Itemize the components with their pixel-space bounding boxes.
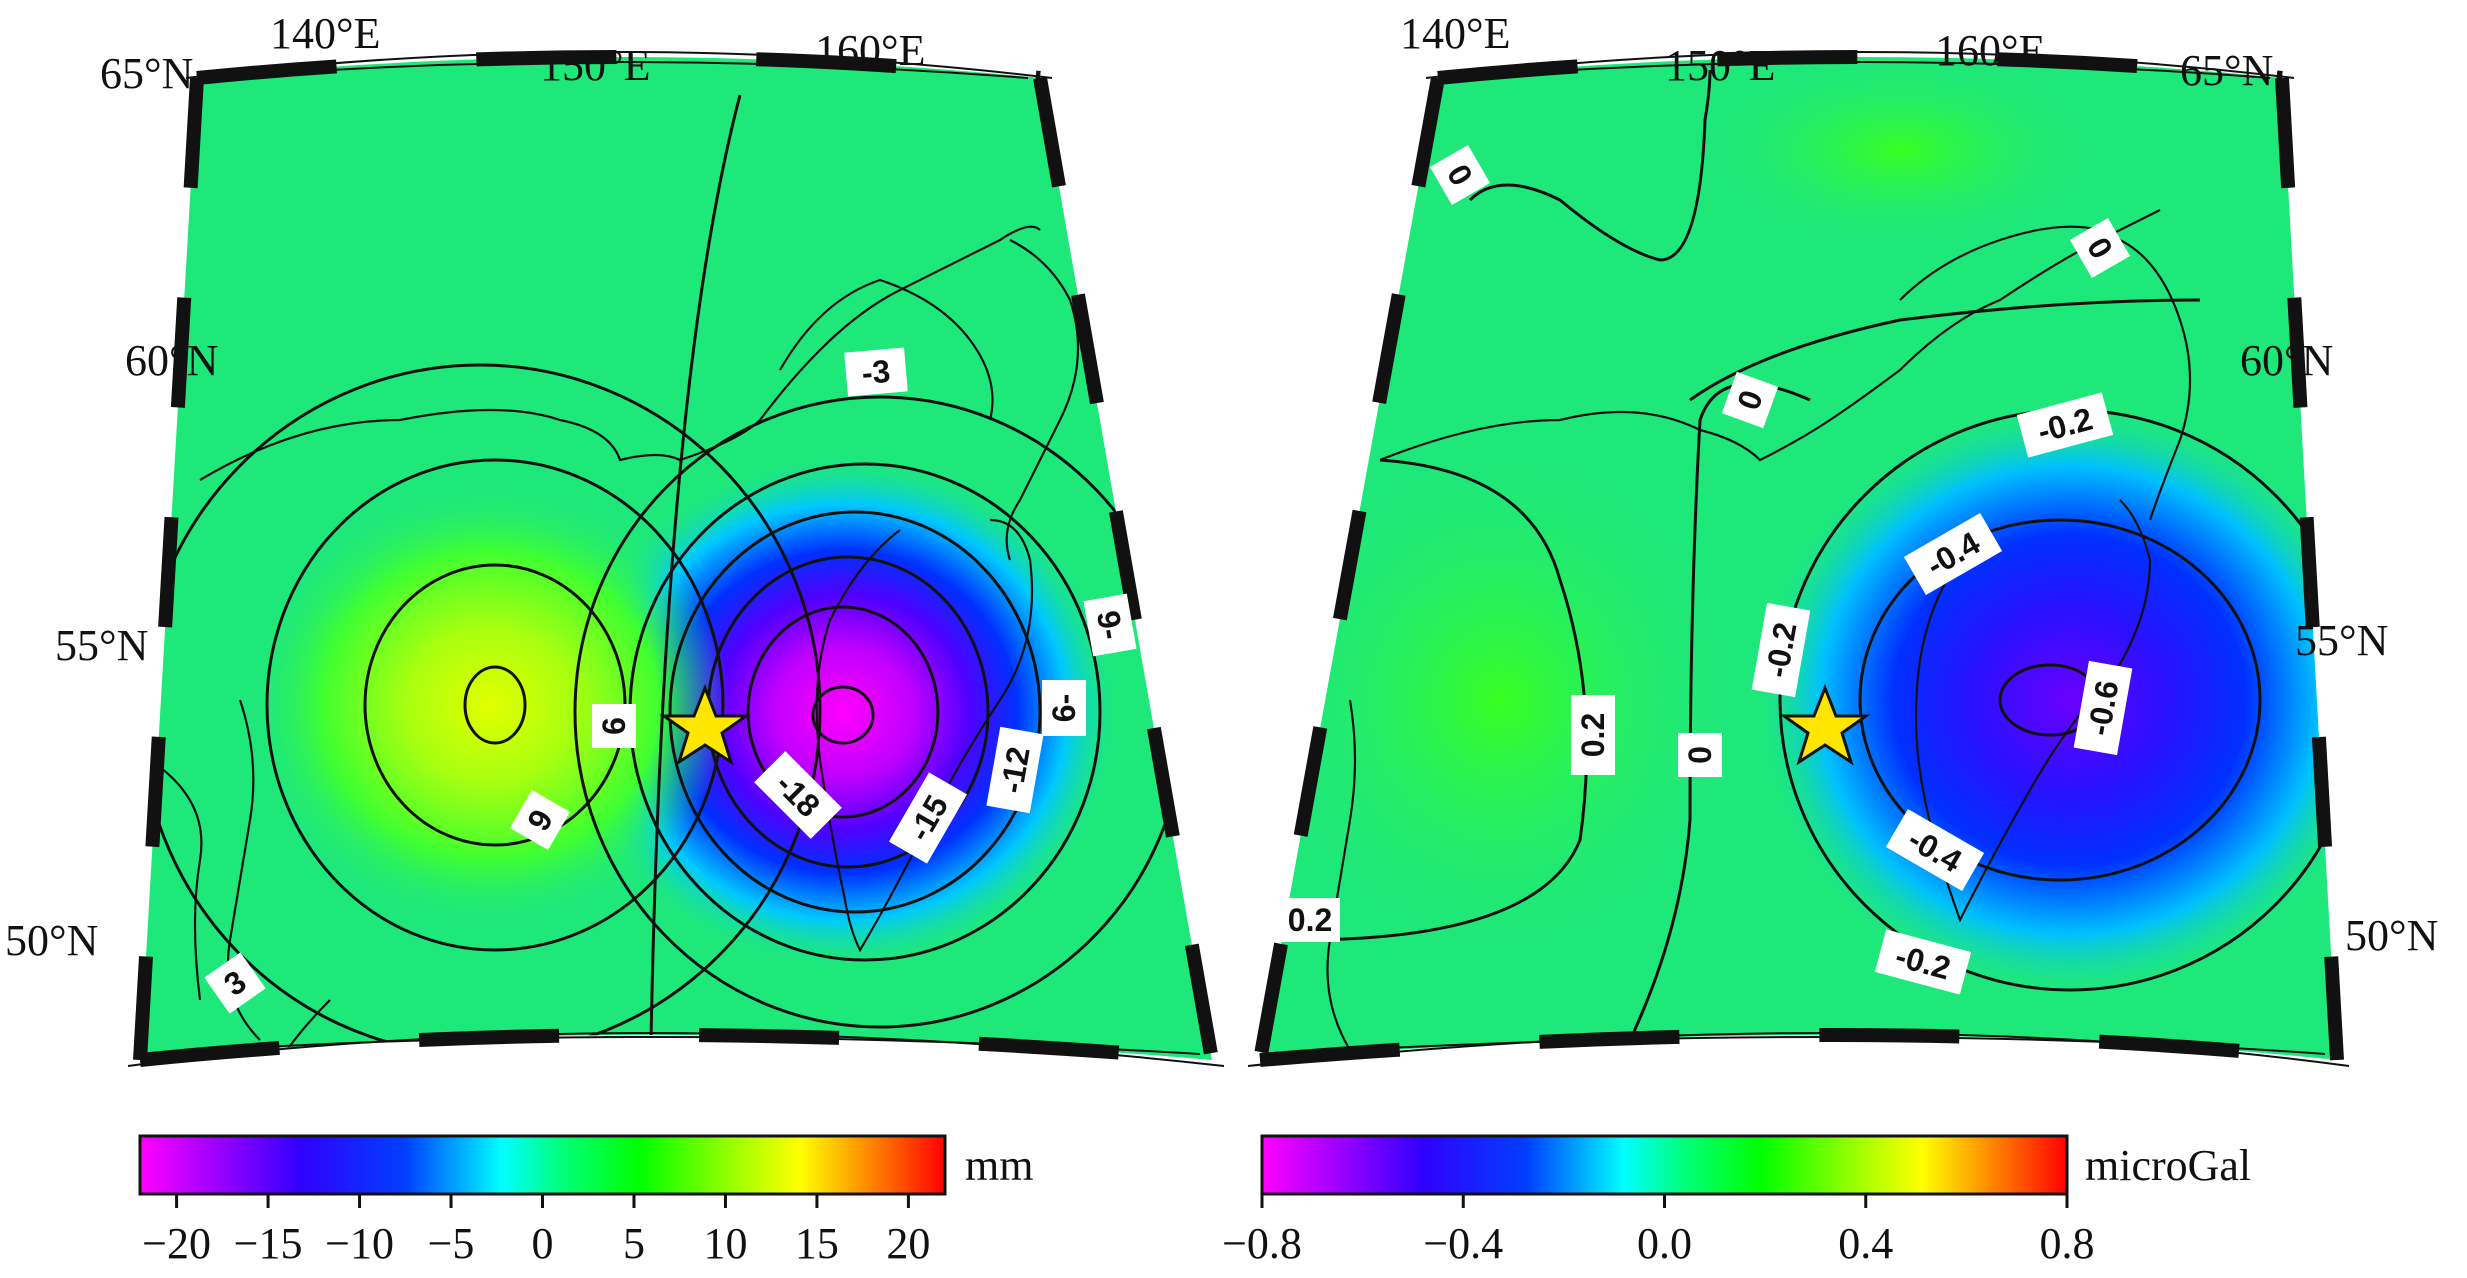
- lat-label-60: 60°N: [2240, 336, 2333, 385]
- colorbar-tick-label: −5: [428, 1219, 475, 1268]
- colorbar-tick-label: 0.0: [1637, 1219, 1692, 1268]
- lat-label-65: 65°N: [2180, 46, 2273, 95]
- gravity-low-anomaly: [1750, 400, 2337, 1000]
- displacement-map-panel: 140°E 150°E 160°E 65°N 60°N 55°N 50°N -3…: [5, 9, 1225, 1268]
- lon-label-140: 140°E: [1400, 9, 1510, 58]
- epicenter-star-icon: [659, 683, 751, 766]
- lon-label-150: 150°E: [1665, 41, 1775, 90]
- gravity-map-panel: 140°E 150°E 160°E 65°N 60°N 55°N 50°N 0 …: [1222, 9, 2438, 1268]
- colorbar-tick-label: −20: [142, 1219, 211, 1268]
- lat-label-50: 50°N: [2345, 911, 2438, 960]
- lat-label-60: 60°N: [125, 336, 218, 385]
- coastline: [149, 225, 1080, 1060]
- lat-label-55: 55°N: [2295, 616, 2388, 665]
- colorbar-tick-label: 0: [532, 1219, 554, 1268]
- lon-label-160: 160°E: [1935, 26, 2045, 75]
- contour-label: 6-: [1046, 694, 1082, 722]
- lat-label-50: 50°N: [5, 916, 98, 965]
- colorbar-unit: mm: [965, 1141, 1033, 1190]
- lat-label-65: 65°N: [100, 49, 193, 98]
- colorbar-tick-label: 20: [886, 1219, 930, 1268]
- coastline: [1326, 209, 2192, 1051]
- gravity-high-anomaly: [1260, 440, 1740, 960]
- uplift-anomaly: [250, 485, 730, 925]
- contour-label-group: 0 0 0 0.2 0 -0.2 -0.2 -0.4 -0.6 -0.4 -0.…: [1280, 144, 2133, 995]
- contour-label: 0.2: [1288, 902, 1332, 938]
- lon-label-150: 150°E: [540, 41, 650, 90]
- colorbar-tick-label: 0.8: [2040, 1219, 2095, 1268]
- lat-label-55: 55°N: [55, 621, 148, 670]
- colorbar-unit: microGal: [2085, 1141, 2251, 1190]
- colorbar-tick-label: −0.8: [1222, 1219, 1302, 1268]
- lon-label-160: 160°E: [815, 26, 925, 75]
- frame-border: [133, 50, 1219, 1067]
- contour-label: 9-: [1090, 608, 1130, 642]
- colorbar-tick-label: 10: [703, 1219, 747, 1268]
- colorbar-tick-label: 15: [795, 1219, 839, 1268]
- contour-label: 6: [596, 717, 632, 735]
- subsidence-anomaly: [563, 452, 1123, 972]
- colorbar-tick-label: 0.4: [1838, 1219, 1893, 1268]
- frame-border: [1253, 50, 2344, 1067]
- lon-label-140: 140°E: [270, 9, 380, 58]
- colorbar-gravity: microGal −0.8 −0.4 0.0 0.4 0.8: [1222, 1134, 2251, 1268]
- epicenter-star-icon: [1779, 683, 1871, 766]
- colorbar-tick-label: −15: [234, 1219, 303, 1268]
- colorbar-tick-label: 5: [623, 1219, 645, 1268]
- contour-label: -12: [993, 744, 1036, 796]
- contour-label: 0: [1682, 746, 1718, 764]
- contour-label: 0.2: [1575, 713, 1611, 757]
- colorbar-displacement: mm −20 −15 −10 −5 0 5 10 15 20: [138, 1134, 1033, 1268]
- colorbar-tick-label: −0.4: [1423, 1219, 1503, 1268]
- contour-label: -3: [860, 353, 891, 391]
- colorbar-tick-label: −10: [325, 1219, 394, 1268]
